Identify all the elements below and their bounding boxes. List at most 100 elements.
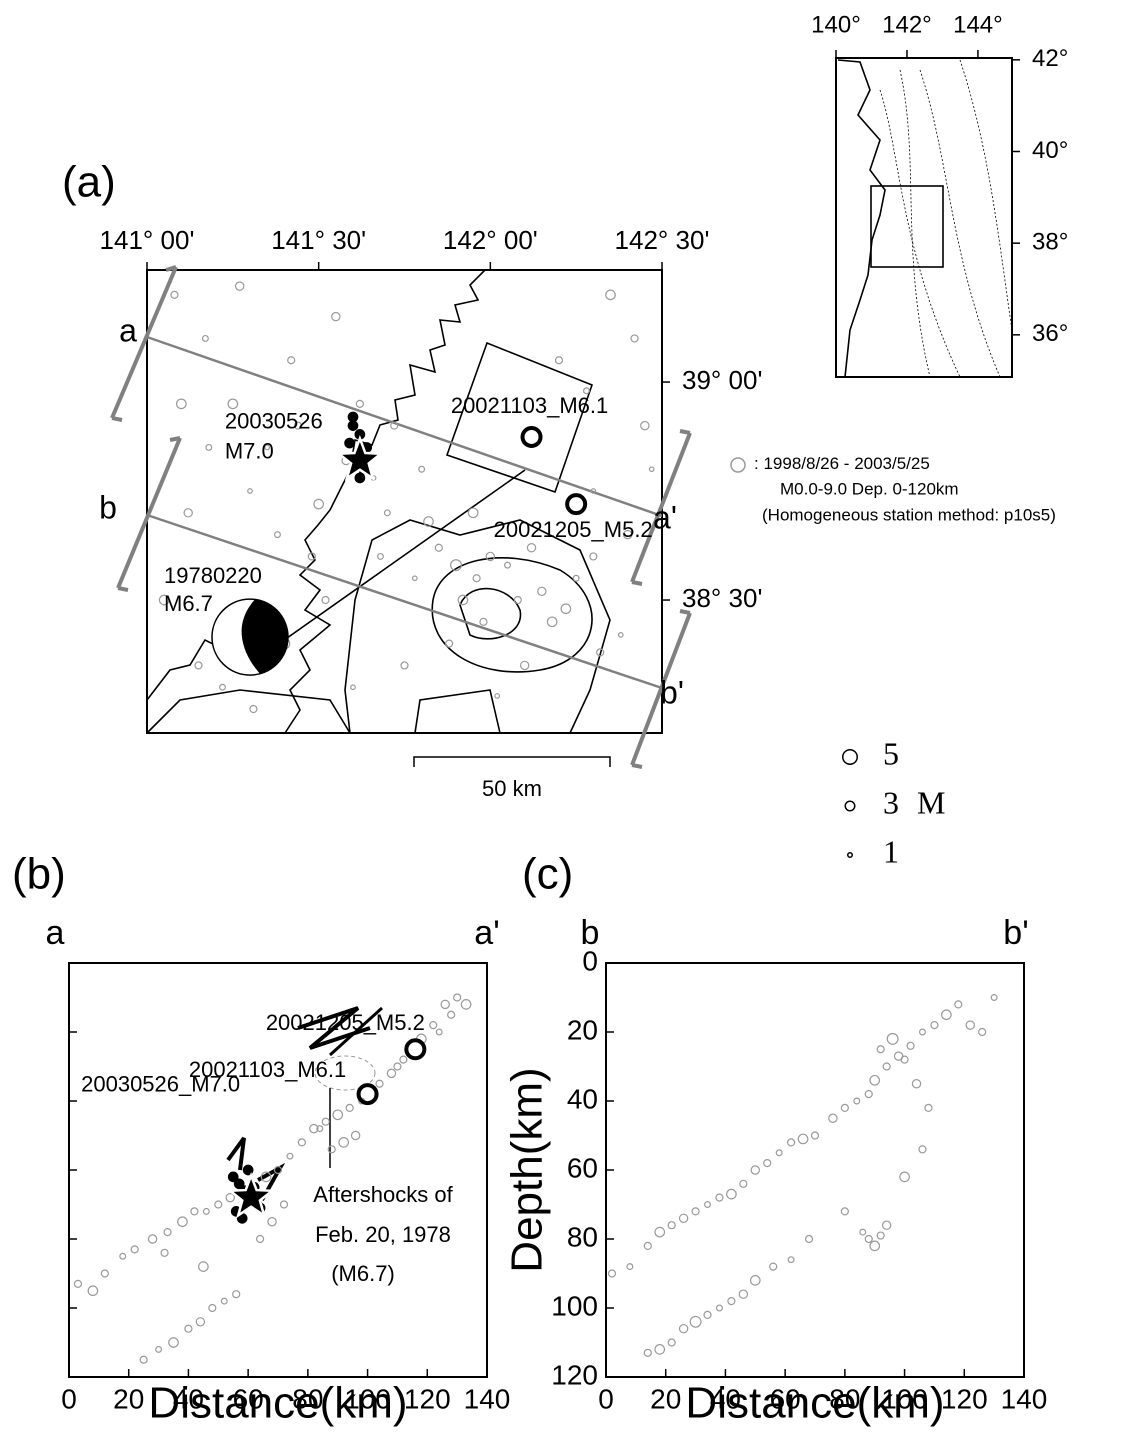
hypocenter	[654, 1226, 666, 1238]
focal-mechanism-label: M6.7	[164, 591, 213, 616]
hypocenter	[738, 1289, 749, 1299]
legend-note: M0.0-9.0 Dep. 0-120km	[780, 479, 959, 498]
hypocenter	[440, 999, 450, 1010]
hypocenter	[190, 1207, 199, 1216]
hypocenter	[715, 1304, 723, 1312]
hypocenter	[626, 1263, 634, 1271]
profile-end-label: a	[46, 914, 65, 952]
hypocenter	[648, 466, 655, 473]
hypocenter	[954, 1000, 963, 1009]
map-a-layout	[110, 265, 746, 769]
hypocenter	[554, 356, 564, 365]
hypocenter	[485, 551, 496, 562]
hypocenter	[227, 1171, 239, 1183]
aftershock-outline	[314, 1055, 376, 1091]
profile-end-label: b	[581, 914, 600, 952]
hypocenter	[919, 1028, 926, 1036]
hypocenter	[260, 1171, 272, 1183]
size-legend-circle	[844, 800, 856, 812]
hypocenter	[899, 1171, 910, 1183]
x-axis-title: Distance(km)	[685, 1379, 944, 1428]
hypocenter	[400, 661, 409, 670]
scale-bar	[413, 756, 611, 767]
profile-label: b	[99, 489, 117, 525]
x-axis-title: Distance(km)	[148, 1379, 407, 1428]
hypocenter	[160, 1248, 169, 1257]
hypocenter	[906, 1041, 915, 1050]
hypocenter	[605, 289, 616, 301]
leader-line	[279, 469, 526, 644]
hypocenter	[445, 639, 454, 648]
hypocenter	[313, 498, 325, 510]
y-tick-label: 40°	[1032, 137, 1068, 164]
hypocenter	[804, 1234, 814, 1244]
x-tick-label: 140	[464, 1383, 511, 1414]
profile-label: a'	[653, 499, 677, 535]
size-legend-label: 3	[883, 784, 899, 820]
hypocenter	[853, 1097, 861, 1105]
hypocenter	[338, 1137, 350, 1148]
fault-arrows	[226, 1136, 286, 1201]
hypocenter	[73, 1279, 83, 1288]
hypocenter	[504, 561, 511, 569]
profile-end-label: a'	[474, 914, 499, 952]
hypocenter	[739, 1179, 748, 1188]
hypocenter	[418, 465, 426, 473]
hypocenter	[347, 420, 359, 431]
hypocenter	[376, 552, 384, 560]
hypocenter	[327, 1145, 336, 1154]
x-tick-label: 142°	[882, 11, 932, 38]
hypocenter	[727, 1296, 736, 1306]
panel-label: (a)	[62, 158, 116, 207]
profile-end-label: b'	[1003, 914, 1028, 952]
hypocenter	[345, 1103, 354, 1113]
hypocenter	[350, 684, 356, 691]
event-label: 20021205_M5.2	[494, 517, 653, 542]
hypocenter	[139, 1355, 148, 1364]
profile-line-a	[146, 335, 663, 518]
size-legend-unit: M	[917, 784, 945, 820]
hypocenter	[572, 574, 580, 582]
hypocenter	[589, 552, 598, 561]
plot-frame	[605, 962, 1025, 1378]
mainshock-star	[335, 434, 385, 482]
hypocenter	[249, 704, 258, 714]
hypocenter	[941, 1009, 952, 1021]
x-tick-label: 142° 00'	[443, 225, 538, 255]
hypocenter	[643, 1348, 652, 1357]
hypocenter	[286, 1152, 294, 1160]
hypocenter	[622, 529, 633, 540]
hypocenter	[494, 693, 501, 699]
hypocenter	[617, 632, 624, 638]
x-tick-label: 120	[404, 1383, 451, 1414]
contour	[414, 689, 501, 734]
hypocenter	[881, 1220, 892, 1230]
hypocenter	[393, 1062, 402, 1071]
fault-plane	[328, 1006, 384, 1057]
hypocenter	[220, 1297, 228, 1305]
event-label: 20021103_M6.1	[189, 1057, 346, 1082]
focal-mechanism-compression	[241, 599, 289, 674]
hypocenter	[255, 1234, 265, 1244]
hypocenter	[100, 1269, 109, 1278]
hypocenter	[344, 437, 355, 449]
x-tick-label: 141° 30'	[271, 225, 366, 255]
profile-end	[630, 429, 692, 586]
hypocenter	[233, 1178, 245, 1190]
x-tick-label: 140°	[811, 11, 861, 38]
hypocenter	[168, 1337, 179, 1348]
contour	[431, 557, 593, 673]
hypocenter	[208, 1303, 217, 1313]
x-tick-label: 60	[770, 1383, 801, 1414]
hypocenter	[667, 1338, 676, 1347]
hypocenter	[526, 542, 537, 553]
hypocenter	[749, 1275, 761, 1286]
legend-note: (Homogeneous station method: p10s5)	[762, 505, 1056, 524]
hypocenter	[267, 1217, 277, 1227]
hypocenter	[460, 999, 472, 1010]
hypocenter	[769, 1262, 778, 1271]
hypocenter	[163, 1227, 172, 1237]
hypocenter	[198, 1261, 209, 1272]
hypocenter	[930, 1020, 939, 1030]
hypocenter	[184, 1324, 193, 1333]
